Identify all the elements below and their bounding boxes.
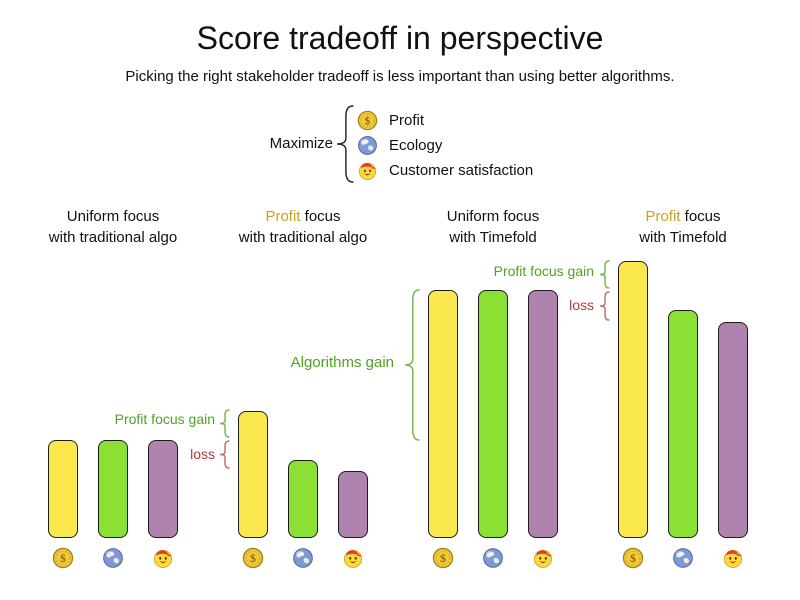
- coin-icon: $: [52, 547, 74, 569]
- bar-group2-profit: [238, 411, 268, 538]
- group-label-3: Uniform focus with Timefold: [398, 206, 588, 248]
- globe-icon: [673, 548, 693, 568]
- profit-highlight: Profit: [645, 208, 681, 225]
- smiley-icon: [343, 549, 363, 568]
- bar-group1-ecology: [98, 440, 128, 538]
- group-label-line2: with traditional algo: [48, 229, 178, 246]
- smiley-icon: [153, 549, 173, 568]
- annotation-profit-focus-gain-traditional: Profit focus gain: [114, 411, 215, 427]
- group-label-2: Profit focus with traditional algo: [208, 206, 398, 248]
- svg-text:$: $: [440, 551, 446, 565]
- chart-title: Score tradeoff in perspective: [196, 20, 604, 56]
- bar-group4-ecology: [668, 310, 698, 538]
- annotation-loss-timefold: loss: [569, 297, 594, 313]
- svg-text:$: $: [365, 116, 371, 128]
- bar-group3-ecology: [478, 290, 508, 538]
- bar-group2-ecology: [288, 460, 318, 538]
- svg-text:$: $: [250, 551, 256, 565]
- coin-icon: $: [242, 547, 264, 569]
- chart-subtitle: Picking the right stakeholder tradeoff i…: [125, 68, 675, 85]
- annotation-profit-focus-gain-timefold: Profit focus gain: [493, 263, 594, 279]
- bar-group4-profit: [618, 261, 648, 538]
- group-label-line1: Uniform focus: [66, 208, 160, 225]
- algorithms-gain-brace: [404, 289, 420, 446]
- group-label-line1: Profit focus: [645, 208, 721, 225]
- group-label-line1: Uniform focus: [446, 208, 540, 225]
- legend-item-label: Ecology: [389, 137, 443, 154]
- smiley-icon: [723, 549, 743, 568]
- group-label-line2: with Timefold: [449, 229, 537, 246]
- profit-focus-gain-brace-traditional: [219, 409, 230, 443]
- legend-item-label: Profit: [389, 112, 425, 129]
- legend-item-1: Ecology: [357, 133, 533, 158]
- legend-item-0: $ Profit: [357, 108, 533, 133]
- bar-group2-customer-satisfaction: [338, 471, 368, 538]
- globe-icon: [483, 548, 503, 568]
- svg-text:$: $: [630, 551, 636, 565]
- group-label-1: Uniform focus with traditional algo: [18, 206, 208, 248]
- bar-group3-customer-satisfaction: [528, 290, 558, 538]
- coin-icon: $: [432, 547, 454, 569]
- bar-group4-customer-satisfaction: [718, 322, 748, 538]
- group-label-line2: with Timefold: [639, 229, 727, 246]
- annotation-algorithms-gain: Algorithms gain: [290, 354, 394, 371]
- legend-item-label: Customer satisfaction: [389, 162, 534, 179]
- legend-item-2: Customer satisfaction: [357, 158, 533, 183]
- bar-group1-customer-satisfaction: [148, 440, 178, 538]
- smiley-icon: [533, 549, 553, 568]
- bar-group1-profit: [48, 440, 78, 538]
- profit-focus-gain-brace-timefold: [599, 260, 610, 294]
- bar-group3-profit: [428, 290, 458, 538]
- coin-icon: $: [357, 110, 378, 131]
- group-label-line2: with traditional algo: [238, 229, 368, 246]
- profit-highlight: Profit: [265, 208, 301, 225]
- globe-icon: [358, 136, 377, 155]
- maximize-brace: [336, 105, 354, 188]
- loss-brace-traditional: [219, 440, 230, 474]
- legend: $ Profit Ecology Customer satisfaction: [357, 108, 533, 183]
- annotation-loss-traditional: loss: [190, 446, 215, 462]
- group-label-line1: Profit focus: [265, 208, 341, 225]
- globe-icon: [103, 548, 123, 568]
- group-label-4: Profit focus with Timefold: [588, 206, 778, 248]
- globe-icon: [293, 548, 313, 568]
- loss-brace-timefold: [599, 291, 610, 326]
- smiley-icon: [358, 162, 377, 180]
- svg-text:$: $: [60, 551, 66, 565]
- legend-maximize-label: Maximize: [269, 135, 333, 152]
- coin-icon: $: [622, 547, 644, 569]
